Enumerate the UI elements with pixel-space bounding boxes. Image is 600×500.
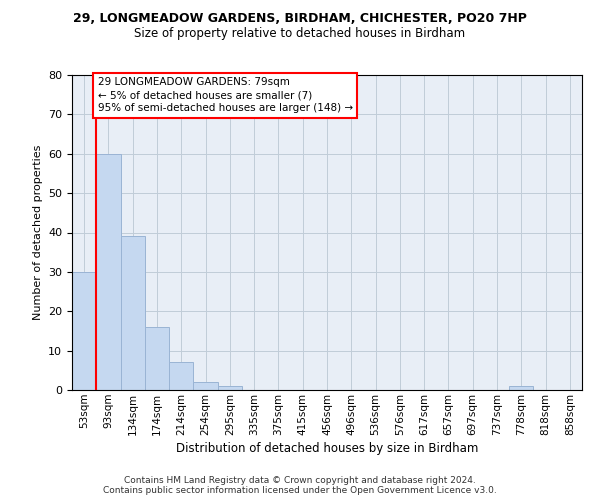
- Bar: [509, 386, 533, 390]
- Bar: [145, 327, 169, 390]
- Bar: [96, 154, 121, 390]
- X-axis label: Distribution of detached houses by size in Birdham: Distribution of detached houses by size …: [176, 442, 478, 455]
- Text: 29, LONGMEADOW GARDENS, BIRDHAM, CHICHESTER, PO20 7HP: 29, LONGMEADOW GARDENS, BIRDHAM, CHICHES…: [73, 12, 527, 26]
- Y-axis label: Number of detached properties: Number of detached properties: [32, 145, 43, 320]
- Bar: [169, 362, 193, 390]
- Text: 29 LONGMEADOW GARDENS: 79sqm
← 5% of detached houses are smaller (7)
95% of semi: 29 LONGMEADOW GARDENS: 79sqm ← 5% of det…: [97, 77, 353, 114]
- Text: Size of property relative to detached houses in Birdham: Size of property relative to detached ho…: [134, 28, 466, 40]
- Bar: [72, 272, 96, 390]
- Bar: [193, 382, 218, 390]
- Text: Contains public sector information licensed under the Open Government Licence v3: Contains public sector information licen…: [103, 486, 497, 495]
- Text: Contains HM Land Registry data © Crown copyright and database right 2024.: Contains HM Land Registry data © Crown c…: [124, 476, 476, 485]
- Bar: [218, 386, 242, 390]
- Bar: [121, 236, 145, 390]
